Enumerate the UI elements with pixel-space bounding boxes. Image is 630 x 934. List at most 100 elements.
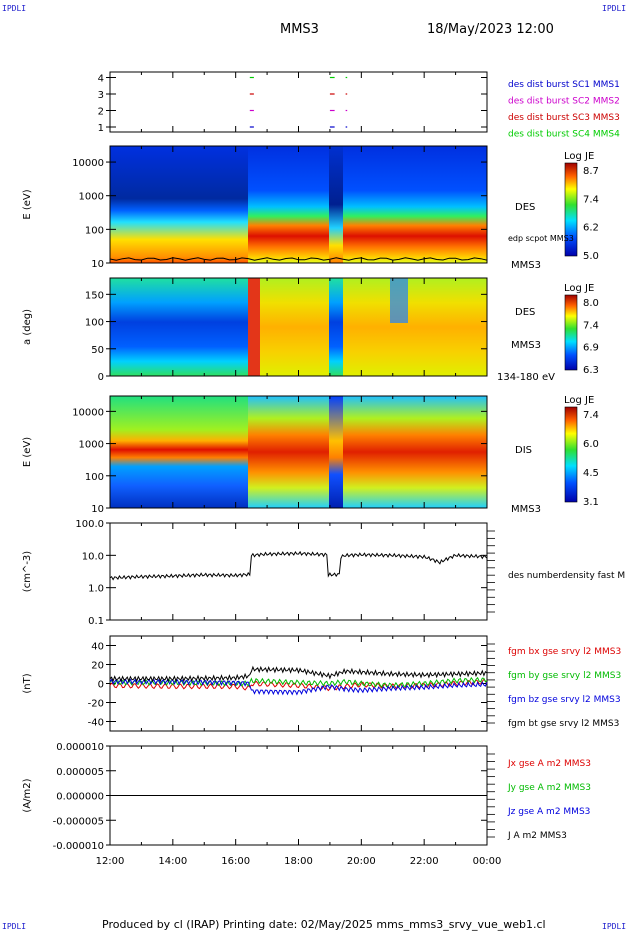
x-tick-label: 14:00 — [158, 856, 187, 867]
corner-label-bottom-left: IPDLI — [2, 922, 27, 931]
x-tick-label: 16:00 — [221, 856, 250, 867]
y-tick-label: 10000 — [72, 158, 104, 169]
dis-energy-spectrogram — [110, 396, 487, 508]
panel-frame — [109, 522, 488, 621]
colorbar-tick-label: 7.4 — [583, 410, 599, 421]
y-tick-label: 4 — [98, 74, 104, 85]
panel-side-label: DIS — [515, 445, 532, 456]
y-axis-label: a (deg) — [22, 309, 33, 345]
legend-entry: Jx gse A m2 MMS3 — [507, 759, 591, 769]
corner-label-bottom-right: IPDLI — [602, 922, 627, 931]
des-energy-spectrogram — [110, 146, 487, 263]
legend-entry: des dist burst SC3 MMS3 — [508, 113, 620, 123]
colorbar-des-energy — [564, 162, 578, 257]
y-tick-label: -0.000010 — [53, 841, 104, 852]
y-tick-label: 1 — [98, 123, 104, 134]
panel-side-label: DES — [515, 202, 535, 213]
colorbar-dis-energy — [564, 406, 578, 503]
b-field-line — [109, 665, 488, 683]
y-tick-label: 150 — [85, 290, 104, 301]
corner-label-top-right: IPDLI — [602, 4, 627, 13]
legend-entry: Jz gse A m2 MMS3 — [507, 807, 590, 817]
x-tick-label: 12:00 — [96, 856, 125, 867]
y-axis-label: (cm^-3) — [22, 551, 33, 592]
y-tick-label: 0.000000 — [56, 792, 104, 803]
y-tick-label: 100 — [85, 318, 104, 329]
y-tick-label: 0.000005 — [56, 767, 104, 778]
y-tick-label: 2 — [98, 107, 104, 118]
b-field-line — [109, 676, 488, 689]
corner-label-top-left: IPDLI — [2, 4, 27, 13]
panel-side-label: MMS3 — [511, 504, 541, 515]
legend-entry: Jy gse A m2 MMS3 — [507, 783, 591, 793]
colorbar-tick-label: 6.0 — [583, 439, 599, 450]
legend-entry: des dist burst SC2 MMS2 — [508, 97, 620, 107]
colorbar-tick-label: 5.0 — [583, 251, 599, 262]
legend-entry: des dist burst SC4 MMS4 — [508, 130, 620, 140]
legend-entry: J A m2 MMS3 — [507, 831, 567, 841]
panel-side-label: MMS3 — [511, 260, 541, 271]
y-axis-label: (A/m2) — [22, 778, 33, 812]
panel-side-label: MMS3 — [511, 340, 541, 351]
y-tick-label: 10.0 — [82, 551, 104, 562]
x-tick-label: 20:00 — [347, 856, 376, 867]
y-tick-label: -20 — [88, 699, 104, 710]
y-axis-label: E (eV) — [22, 437, 33, 467]
y-tick-label: 20 — [91, 661, 104, 672]
colorbar-tick-label: 8.7 — [583, 166, 599, 177]
y-tick-label: -40 — [88, 718, 104, 729]
panel-frame — [109, 71, 488, 133]
legend-entry: fgm bt gse srvy l2 MMS3 — [508, 719, 619, 729]
y-tick-label: 3 — [98, 90, 104, 101]
x-tick-label: 00:00 — [473, 856, 502, 867]
x-tick-label: 18:00 — [284, 856, 313, 867]
y-tick-label: 100 — [85, 472, 104, 483]
y-tick-label: 40 — [91, 642, 104, 653]
colorbar-tick-label: 6.2 — [583, 223, 599, 234]
y-tick-label: 50 — [91, 345, 104, 356]
footer-credits: Produced by cl (IRAP) Printing date: 02/… — [102, 918, 546, 931]
y-axis-label: E (eV) — [22, 189, 33, 219]
colorbar-title: Log JE — [564, 151, 594, 162]
y-tick-label: 100.0 — [75, 519, 104, 530]
y-tick-label: 0.000010 — [56, 742, 104, 753]
colorbar-tick-label: 6.3 — [583, 365, 599, 376]
y-axis-label: (nT) — [22, 673, 33, 693]
y-tick-label: 10 — [91, 259, 104, 270]
x-tick-label: 22:00 — [410, 856, 439, 867]
y-tick-label: -0.000005 — [53, 816, 104, 827]
colorbar-tick-label: 6.9 — [583, 343, 599, 354]
y-tick-label: 10000 — [72, 407, 104, 418]
y-tick-label: 0 — [98, 372, 104, 383]
y-tick-label: 1.0 — [88, 584, 104, 595]
overlay-label: edp scpot MMS3 — [508, 234, 574, 243]
plot-date: 18/May/2023 12:00 — [427, 22, 554, 37]
colorbar-tick-label: 7.4 — [583, 194, 599, 205]
y-tick-label: 1000 — [79, 192, 104, 203]
des-pitch-angle-spectrogram — [110, 278, 487, 376]
legend-entry: fgm by gse srvy l2 MMS3 — [508, 671, 621, 681]
colorbar-title: Log JE — [564, 395, 594, 406]
legend-entry: fgm bx gse srvy l2 MMS3 — [508, 647, 621, 657]
colorbar-tick-label: 3.1 — [583, 497, 599, 508]
scpot-line — [109, 257, 488, 261]
y-tick-label: 0.1 — [88, 616, 104, 627]
spacecraft-title: MMS3 — [280, 22, 319, 37]
colorbar-tick-label: 8.0 — [583, 298, 599, 309]
panel-side-label: DES — [515, 307, 535, 318]
y-tick-label: 1000 — [79, 440, 104, 451]
y-tick-label: 100 — [85, 225, 104, 236]
legend-entry: des dist burst SC1 MMS1 — [508, 80, 620, 90]
y-tick-label: 10 — [91, 504, 104, 515]
colorbars — [564, 162, 578, 503]
colorbar-tick-label: 7.4 — [583, 320, 599, 331]
colorbar-title: Log JE — [564, 283, 594, 294]
legend-entry: des numberdensity fast M — [508, 571, 625, 581]
colorbar-des-pitch — [564, 294, 578, 371]
panel-side-label: 134-180 eV — [497, 372, 555, 383]
y-tick-label: 0 — [98, 680, 104, 691]
colorbar-tick-label: 4.5 — [583, 468, 599, 479]
legend-entry: fgm bz gse srvy l2 MMS3 — [508, 695, 621, 705]
density-line — [109, 550, 488, 581]
